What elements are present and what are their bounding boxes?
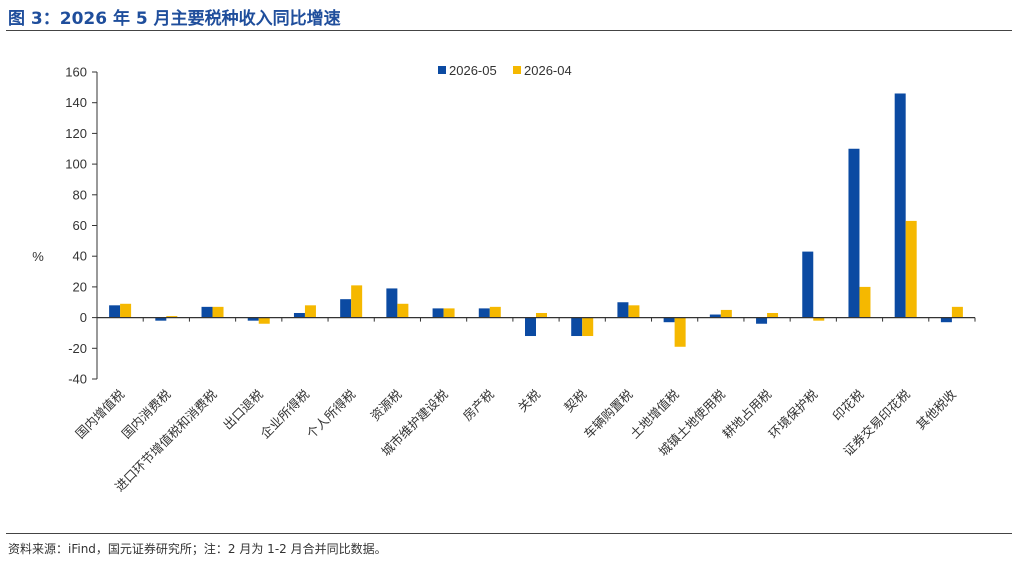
bars: [109, 93, 963, 347]
x-category-label: 关税: [515, 386, 544, 415]
bar-2026-05-10: [525, 317, 536, 337]
y-tick-label: 40: [73, 249, 87, 264]
bar-2026-04-13: [674, 317, 686, 347]
bar-2026-05-7: [386, 288, 398, 318]
legend-swatch-1: [438, 66, 446, 74]
bar-2026-04-17: [859, 286, 871, 318]
x-category-label: 印花税: [829, 386, 866, 423]
bar-2026-05-1: [109, 305, 121, 318]
bar-2026-04-3: [212, 306, 224, 318]
x-category-label: 车辆购置税: [581, 386, 636, 441]
bar-2026-04-18: [905, 220, 917, 318]
x-category-label: 资源税: [367, 386, 404, 423]
y-tick-label: 140: [65, 95, 87, 110]
y-axis: -40 -20 0 20 40 60 80 100 120 140 160: [65, 65, 98, 387]
bar-2026-04-7: [397, 303, 409, 318]
bar-2026-04-14: [720, 309, 732, 318]
bar-2026-05-9: [478, 308, 490, 318]
x-category-label: 耕地占用税: [719, 386, 774, 441]
bar-2026-05-6: [340, 299, 352, 318]
y-tick-label: 20: [73, 279, 87, 294]
x-category-label: 出口退税: [220, 386, 266, 432]
figure-title: 图 3：2026 年 5 月主要税种收入同比增速: [8, 9, 341, 29]
legend-label-2: 2026-04: [524, 63, 572, 78]
y-tick-label: 0: [80, 310, 87, 325]
bar-2026-04-19: [951, 306, 963, 318]
bar-2026-05-13: [663, 317, 675, 323]
bar-2026-05-12: [617, 302, 629, 318]
x-category-label: 房产税: [460, 386, 497, 423]
bar-2026-05-3: [201, 306, 213, 318]
x-category-label: 国内增值税: [72, 386, 127, 441]
bar-2026-04-2: [166, 316, 178, 318]
source-note: 资料来源：iFind，国元证券研究所；注：2 月为 1-2 月合并同比数据。: [8, 542, 387, 556]
bar-2026-05-19: [940, 317, 952, 323]
bar-2026-04-5: [304, 305, 316, 318]
bar-2026-04-4: [258, 317, 270, 324]
bar-chart: -40 -20 0 20 40 60 80 100 120 140 160 国内增值税国内消费税进口…: [32, 63, 976, 494]
bar-2026-05-2: [155, 317, 167, 321]
bar-2026-04-6: [351, 285, 363, 318]
bar-2026-04-12: [628, 305, 640, 318]
bar-2026-05-11: [571, 317, 583, 337]
bar-2026-05-8: [432, 308, 444, 318]
bar-2026-05-14: [709, 314, 721, 318]
bar-2026-04-10: [536, 312, 547, 318]
y-tick-label: 160: [65, 65, 87, 80]
legend: 2026-05 2026-04: [438, 63, 572, 78]
y-tick-label: 100: [65, 157, 87, 172]
bar-2026-04-9: [489, 306, 501, 318]
top-rule: [6, 30, 1012, 31]
bar-2026-05-18: [894, 93, 906, 318]
legend-swatch-2: [513, 66, 521, 74]
x-category-label: 环境保护税: [766, 386, 821, 441]
bar-2026-04-16: [813, 317, 825, 321]
bar-2026-04-11: [582, 317, 594, 337]
bar-2026-05-5: [293, 312, 305, 318]
bar-2026-05-17: [848, 148, 860, 318]
bar-2026-05-4: [247, 317, 259, 321]
bar-2026-04-1: [120, 303, 132, 318]
bottom-rule: [6, 533, 1012, 534]
y-axis-label: %: [32, 249, 44, 264]
bar-2026-05-16: [802, 251, 814, 318]
bar-2026-04-15: [767, 312, 779, 318]
y-tick-label: 120: [65, 126, 87, 141]
y-tick-label: -20: [68, 341, 87, 356]
y-tick-label: -40: [68, 372, 87, 387]
y-tick-label: 80: [73, 187, 87, 202]
bar-2026-05-15: [756, 317, 768, 324]
y-tick-label: 60: [73, 218, 87, 233]
legend-label-1: 2026-05: [449, 63, 497, 78]
x-category-label: 契税: [561, 386, 590, 415]
x-category-label: 其他税收: [913, 386, 959, 432]
x-category-label: 个人所得税: [303, 386, 358, 441]
bar-2026-04-8: [443, 308, 455, 318]
x-category-label: 企业所得税: [257, 386, 312, 441]
